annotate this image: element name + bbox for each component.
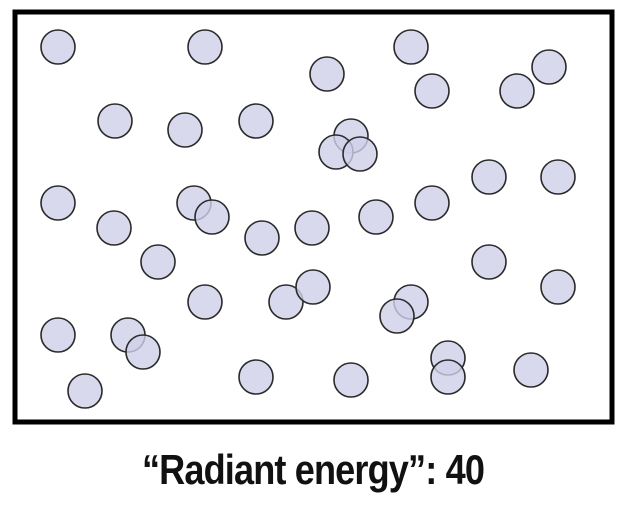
particle — [414, 73, 450, 109]
particle — [96, 210, 132, 246]
caption-label: “Radiant energy” — [141, 446, 426, 493]
particle — [40, 185, 76, 221]
particle — [97, 103, 133, 139]
particle — [125, 334, 161, 370]
caption-separator: : — [425, 446, 446, 493]
particle — [471, 159, 507, 195]
particle — [499, 73, 535, 109]
particle — [187, 284, 223, 320]
particle — [379, 298, 415, 334]
particle — [238, 103, 274, 139]
particle — [358, 199, 394, 235]
caption: “Radiant energy”: 40 — [44, 440, 582, 500]
particle — [140, 244, 176, 280]
particle — [295, 269, 331, 305]
particle — [167, 112, 203, 148]
particle — [342, 136, 378, 172]
particle — [244, 220, 280, 256]
particle — [67, 373, 103, 409]
particle — [333, 362, 369, 398]
particle — [187, 29, 223, 65]
particle-group — [40, 29, 576, 409]
caption-value: 40 — [445, 446, 485, 493]
particle — [194, 199, 230, 235]
particle — [238, 359, 274, 395]
particle — [40, 317, 76, 353]
particle — [393, 29, 429, 65]
particle — [414, 185, 450, 221]
radiant-energy-diagram — [12, 9, 615, 425]
particle — [513, 352, 549, 388]
particle — [40, 29, 76, 65]
particle — [540, 159, 576, 195]
particle — [531, 49, 567, 85]
particle — [430, 359, 466, 395]
particle — [540, 269, 576, 305]
particle — [471, 244, 507, 280]
particle — [309, 56, 345, 92]
particle — [268, 284, 304, 320]
particle — [294, 210, 330, 246]
